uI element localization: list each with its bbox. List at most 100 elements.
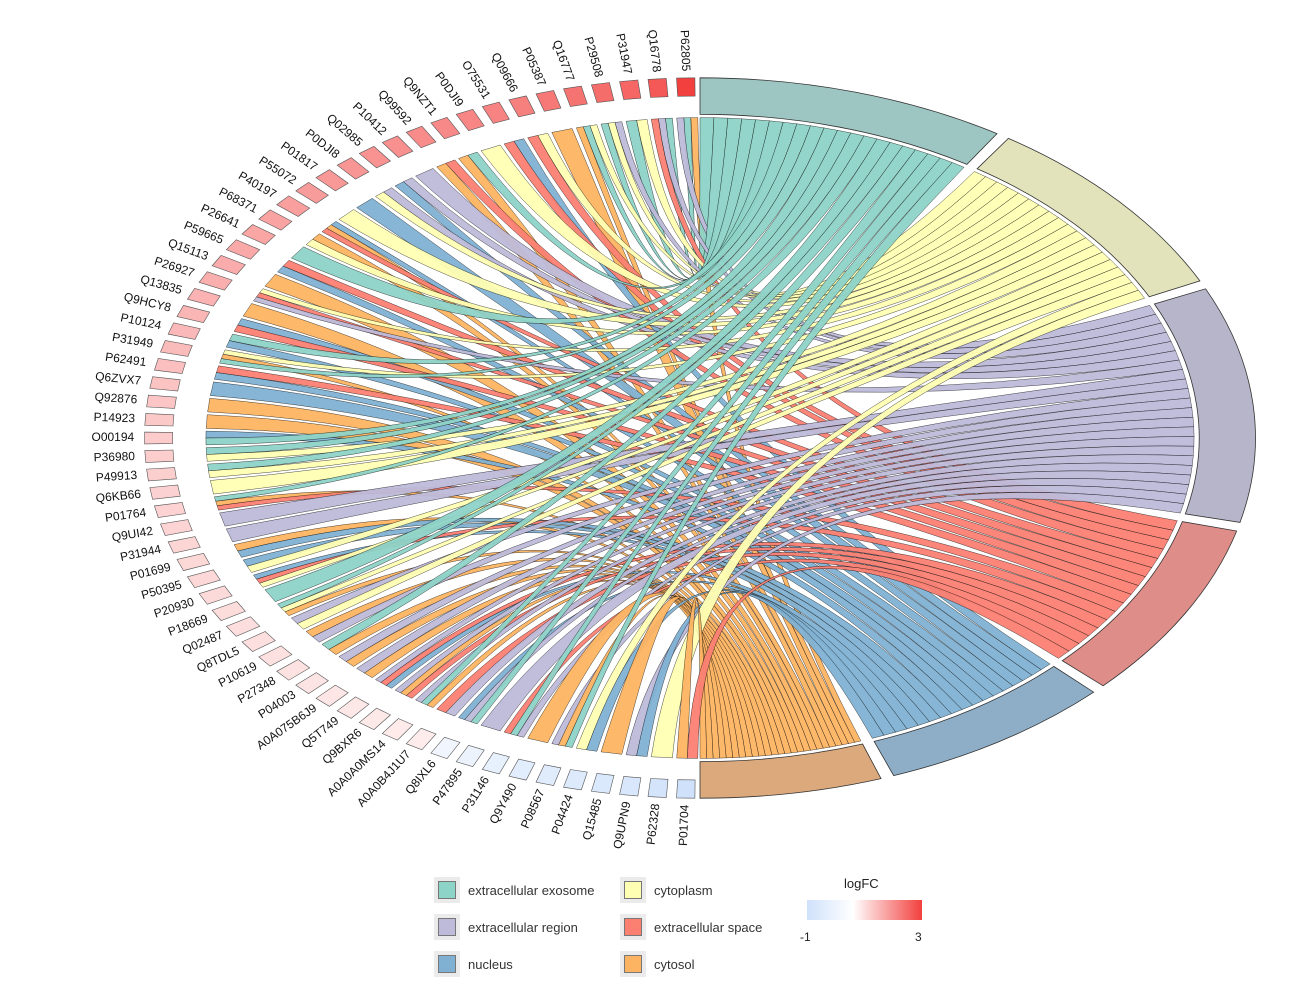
logfc-box-Q15485 [591,773,615,794]
gene-label-Q09666: Q09666 [488,50,521,95]
legend-item-extracellular-space: extracellular space [620,913,762,941]
logfc-boxes-layer [144,77,696,799]
logfc-colorbar-legend: logFC -1 3 [800,872,930,952]
gene-label-Q6KB66: Q6KB66 [95,487,142,506]
logfc-box-Q8IXL6 [430,736,461,760]
logfc-box-P10124 [167,322,201,340]
logfc-box-Q02487 [225,616,261,637]
logfc-box-P55072 [295,182,329,204]
legend-label: cytosol [654,956,695,972]
legend-label: nucleus [468,956,513,972]
logfc-box-Q9NZT1 [430,116,461,140]
gene-label-P04424: P04424 [549,792,576,836]
logfc-box-Q99592 [405,125,437,149]
logfc-box-P36980 [144,449,175,463]
logfc-box-Q9Y490 [508,758,536,781]
logfc-box-P31949 [160,340,193,357]
logfc-box-P50395 [186,569,221,589]
term-band-nucleus [873,665,1095,777]
legend-swatch [624,881,642,899]
gene-label-P31944: P31944 [119,542,163,564]
logfc-box-Q09666 [508,95,536,118]
logfc-box-P0DJI8 [336,157,370,180]
legend-item-cytoplasm: cytoplasm [620,876,713,904]
term-band-cytoplasm [976,137,1201,298]
logfc-box-P01704 [676,779,696,799]
gene-label-P36980: P36980 [93,449,135,464]
logfc-box-P18669 [211,601,246,621]
logfc-box-P04424 [563,769,588,791]
logfc-box-Q15113 [211,255,246,275]
legend-label: extracellular region [468,919,578,935]
ribbon-P08567-extracellular-exosome [565,162,965,748]
gene-label-P62805: P62805 [678,30,694,72]
logfc-box-P01764 [154,502,186,518]
gene-label-P01704: P01704 [676,804,692,846]
logfc-box-P27348 [276,659,311,681]
logfc-box-P49913 [146,467,177,482]
logfc-box-P08567 [535,764,562,786]
gene-label-Q92876: Q92876 [94,390,138,407]
logfc-box-O75531 [481,101,510,124]
term-bands-layer [699,77,1256,799]
logfc-min-label: -1 [800,930,811,944]
legend-swatch [438,955,456,973]
logfc-box-P47895 [455,744,485,768]
logfc-box-Q9BXR6 [358,707,392,730]
logfc-box-P29508 [591,82,615,103]
logfc-box-A0A0A0MS14 [381,718,414,741]
logfc-box-Q8TDL5 [241,631,276,652]
gene-label-P49913: P49913 [95,468,138,485]
logfc-box-P68371 [258,209,293,231]
gene-label-P31947: P31947 [613,32,635,76]
gene-label-Q9UPN9: Q9UPN9 [610,800,633,850]
logfc-box-P40197 [276,195,311,217]
logfc-box-P31146 [481,752,510,775]
logfc-max-label: 3 [915,930,922,944]
gene-label-P62328: P62328 [644,803,663,846]
logfc-box-Q92876 [146,394,177,409]
logfc-box-P10412 [381,135,414,158]
logfc-box-A0A075B6J9 [315,684,349,707]
logfc-box-Q13835 [186,287,221,307]
logfc-box-P0DJI9 [455,108,485,132]
gene-label-P05387: P05387 [519,45,549,89]
logfc-box-P62491 [154,358,186,374]
gene-label-P01699: P01699 [129,560,173,583]
gene-label-P14923: P14923 [93,410,135,425]
gene-label-P01764: P01764 [104,505,147,524]
gene-label-P08567: P08567 [518,787,548,831]
gene-label-P47895: P47895 [430,765,466,807]
logfc-box-Q6KB66 [149,484,181,500]
logfc-box-Q9HCY8 [176,305,211,324]
legend-item-extracellular-region: extracellular region [434,913,578,941]
logfc-box-P62805 [676,77,696,97]
legend-swatch [438,881,456,899]
logfc-box-P10619 [258,645,293,667]
logfc-box-Q02985 [358,146,392,169]
logfc-box-P01699 [176,552,211,571]
logfc-box-P31944 [167,536,201,554]
logfc-box-P14923 [144,413,175,427]
gene-label-Q13835: Q13835 [139,272,184,297]
gene-label-P62491: P62491 [104,350,147,369]
gene-label-Q6ZVX7: Q6ZVX7 [95,369,143,388]
logfc-box-P59665 [225,239,261,260]
gene-label-P10124: P10124 [119,310,163,332]
ribbon-P01704-extracellular-space [687,565,1070,759]
logfc-box-P31947 [619,79,642,100]
gene-label-P31146: P31146 [459,773,493,815]
ribbons-layer [205,117,1195,759]
logfc-box-Q6ZVX7 [149,376,181,392]
logfc-box-P05387 [535,90,562,112]
logfc-box-P26641 [241,224,276,245]
logfc-box-Q16778 [647,78,669,98]
gene-label-Q16777: Q16777 [550,38,578,83]
gene-label-Q16778: Q16778 [645,29,664,73]
gene-label-Q9Y490: Q9Y490 [486,781,519,827]
logfc-legend-title: logFC [844,876,879,891]
term-legend: extracellular exosome cytoplasm extracel… [428,872,788,982]
legend-swatch [624,955,642,973]
logfc-box-P62328 [647,778,669,798]
